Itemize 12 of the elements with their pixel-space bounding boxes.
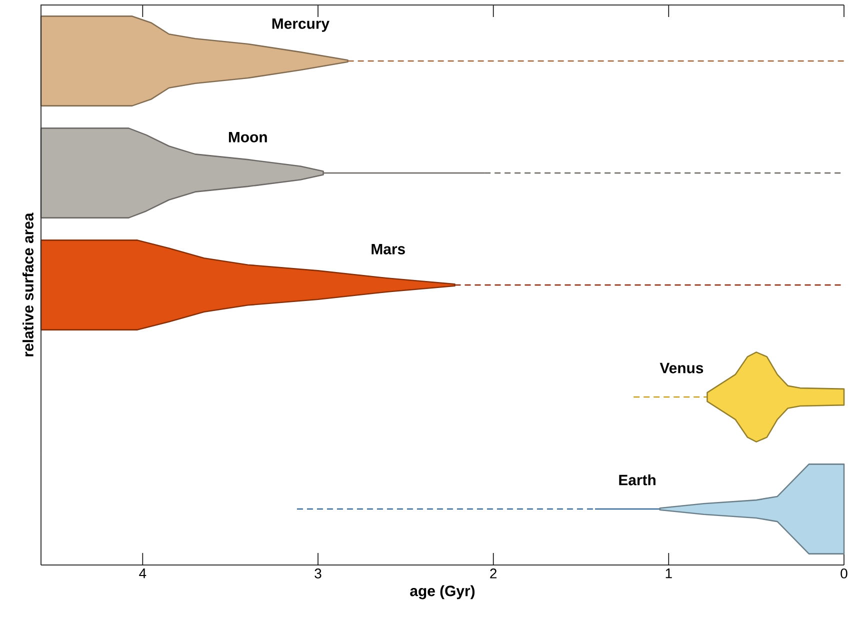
series-label: Mercury [272, 18, 330, 32]
y-axis-title: relative surface area [22, 212, 34, 356]
x-tick-label: 1 [666, 568, 672, 578]
x-tick-label: 4 [139, 568, 146, 578]
series-label: Venus [660, 362, 704, 374]
series-label: Moon [228, 132, 267, 142]
x-tick-label: 0 [840, 568, 848, 578]
x-tick-label: 2 [490, 568, 497, 578]
series-label: Earth [619, 474, 656, 486]
x-axis-title: age (Gyr) [410, 585, 475, 600]
series-label: Mars [372, 244, 405, 254]
x-tick-label: 3 [314, 568, 322, 578]
